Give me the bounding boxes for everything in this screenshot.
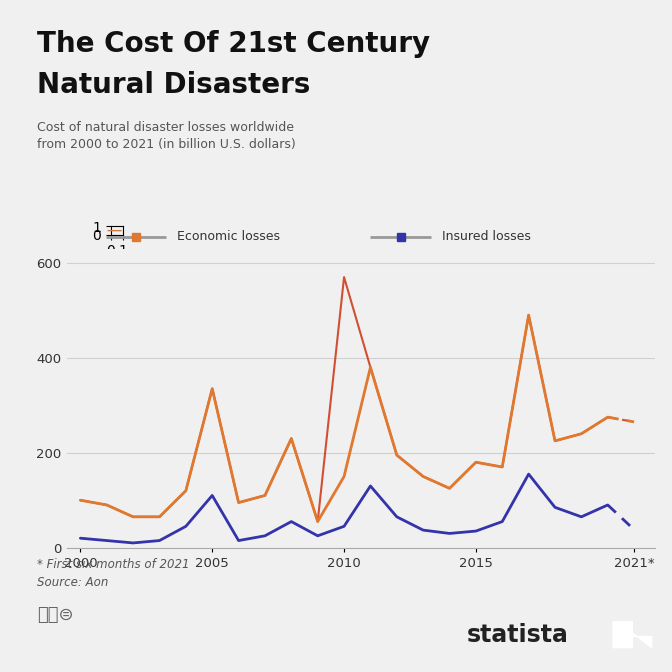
- Text: Natural Disasters: Natural Disasters: [37, 71, 310, 99]
- Text: The Cost Of 21st Century: The Cost Of 21st Century: [37, 30, 430, 58]
- Text: Cost of natural disaster losses worldwide
from 2000 to 2021 (in billion U.S. dol: Cost of natural disaster losses worldwid…: [37, 121, 296, 151]
- Text: —: —: [107, 222, 122, 237]
- Polygon shape: [613, 622, 652, 648]
- Text: Ⓒⓘ⊜: Ⓒⓘ⊜: [37, 606, 74, 624]
- Text: Economic losses: Economic losses: [177, 230, 280, 243]
- Text: Source: Aon: Source: Aon: [37, 576, 108, 589]
- Text: Insured losses: Insured losses: [442, 230, 531, 243]
- Text: * First six months of 2021: * First six months of 2021: [37, 558, 190, 571]
- Text: statista: statista: [467, 623, 569, 647]
- Text: —: —: [107, 222, 122, 237]
